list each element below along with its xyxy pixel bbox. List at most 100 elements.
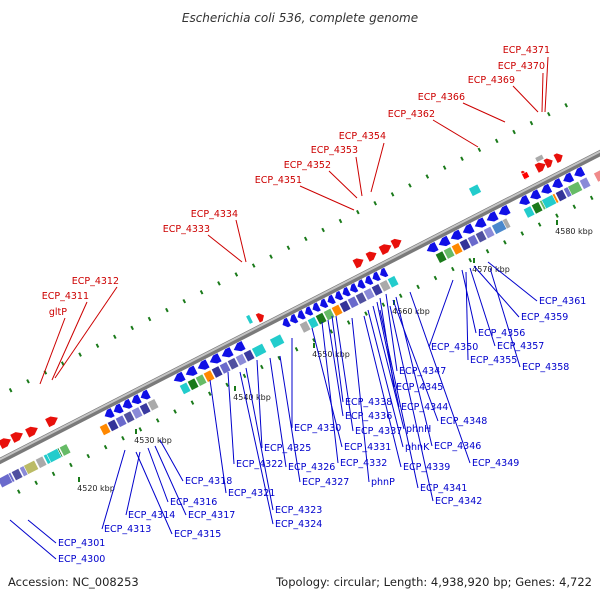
protein-domain-box	[362, 287, 376, 301]
gene-label: ECP_4362	[388, 109, 435, 120]
scale-dot	[537, 222, 542, 227]
scale-dot	[451, 266, 455, 272]
gene-label: ECP_4330	[294, 423, 341, 434]
gene-label: phnK	[405, 442, 430, 453]
gene-label: ECP_4337	[355, 426, 402, 437]
gene-label: ECP_4359	[521, 312, 568, 323]
protein-domain-box	[269, 333, 286, 349]
forward-gene-arrow	[534, 162, 546, 173]
reverse-gene-arrow	[438, 235, 451, 247]
reverse-gene-arrow	[173, 371, 186, 383]
gene-label: ECP_4345	[396, 382, 443, 393]
scale-tick-label: 4550 kbp	[312, 350, 350, 359]
scale-dot	[303, 236, 308, 242]
protein-domain-box	[210, 365, 224, 379]
reverse-gene-arrow	[372, 271, 381, 282]
reverse-gene-arrow	[290, 313, 299, 324]
protein-domain-box	[10, 467, 24, 482]
leader-line	[489, 267, 521, 368]
leader-line	[311, 327, 343, 448]
scale-dot	[503, 240, 507, 245]
scale-dot	[69, 462, 73, 468]
leader-line	[159, 439, 184, 482]
scale-dot	[26, 379, 30, 384]
leader-line	[239, 371, 274, 525]
forward-gene-arrow	[543, 158, 553, 169]
gene-label: ECP_4347	[399, 366, 446, 377]
protein-domain-box	[34, 455, 48, 469]
reverse-gene-arrow	[486, 211, 499, 222]
leader-line	[279, 355, 301, 483]
leader-line	[469, 267, 496, 347]
protein-domain-box	[466, 234, 480, 248]
gene-label: ECP_4356	[478, 328, 525, 339]
leader-line	[409, 291, 471, 464]
scale-tick-label: 4560 kbp	[392, 307, 430, 316]
reverse-gene-arrow	[574, 166, 586, 177]
forward-gene-arrow	[553, 153, 563, 164]
reverse-gene-arrow	[530, 189, 542, 200]
protein-domain-box	[218, 361, 232, 375]
scale-dot	[468, 257, 472, 263]
protein-domain-box	[434, 250, 448, 264]
scale-dot	[364, 311, 368, 316]
scale-dot	[425, 174, 430, 179]
scale-dot	[547, 111, 551, 117]
scale-dot	[130, 325, 134, 331]
gene-label: ECP_4361	[539, 296, 586, 307]
gene-label: ECP_4332	[340, 458, 387, 469]
reverse-gene-arrow	[552, 178, 564, 189]
leader-line	[209, 379, 227, 494]
protein-domain-box	[386, 275, 400, 289]
gene-label: phnH	[406, 424, 431, 435]
leader-line	[389, 305, 434, 502]
scale-dot	[207, 391, 212, 396]
protein-domain-box	[370, 283, 384, 297]
leader-line	[428, 279, 454, 348]
protein-domain-box	[530, 201, 544, 215]
reverse-gene-arrow	[185, 365, 198, 376]
gene-label: ECP_4366	[418, 92, 465, 103]
forward-gene-arrow	[10, 432, 23, 443]
leader-line	[544, 56, 549, 113]
protein-domain-box	[541, 194, 558, 210]
scale-dot	[329, 329, 334, 334]
leader-line	[154, 445, 187, 516]
forward-gene-arrow	[365, 251, 377, 262]
gene-label: ECP_4327	[302, 477, 349, 488]
scale-dot	[86, 453, 91, 459]
gene-label: ECP_4353	[311, 145, 358, 156]
protein-domain-box	[298, 320, 312, 334]
scale-dot	[34, 480, 38, 486]
reverse-gene-arrow	[113, 403, 124, 414]
scale-dot	[398, 293, 403, 299]
scale-dot	[182, 298, 187, 304]
reverse-gene-arrow	[350, 283, 359, 293]
gene-label: ECP_4339	[403, 462, 450, 473]
leader-line	[395, 296, 433, 447]
gene-label: ECP_4314	[128, 510, 175, 521]
protein-domain-box	[251, 342, 268, 359]
forward-gene-arrow	[521, 171, 531, 180]
gene-label: ECP_4301	[58, 538, 105, 549]
leader-line	[321, 321, 339, 464]
scale-tick-mark	[313, 343, 315, 348]
misc-feature-box	[245, 314, 254, 325]
scale-dot	[138, 427, 143, 432]
scale-dot	[17, 489, 21, 494]
gene-label: ECP_4317	[188, 510, 235, 521]
gene-label: ECP_4352	[284, 160, 331, 171]
scale-tick-label: 4580 kbp	[555, 227, 593, 236]
scale-dot	[286, 245, 291, 250]
scale-dot	[260, 364, 264, 370]
scale-dot	[338, 218, 343, 224]
scale-dot	[234, 272, 239, 277]
tick-dots	[8, 103, 594, 494]
gene-label: ECP_4316	[170, 497, 217, 508]
reverse-gene-arrow	[282, 317, 291, 328]
forward-gene-arrow	[352, 258, 364, 269]
scale-dot	[173, 409, 177, 414]
leader-line	[541, 72, 544, 113]
protein-domain-box	[186, 377, 200, 391]
gene-label: ECP_4358	[522, 362, 569, 373]
